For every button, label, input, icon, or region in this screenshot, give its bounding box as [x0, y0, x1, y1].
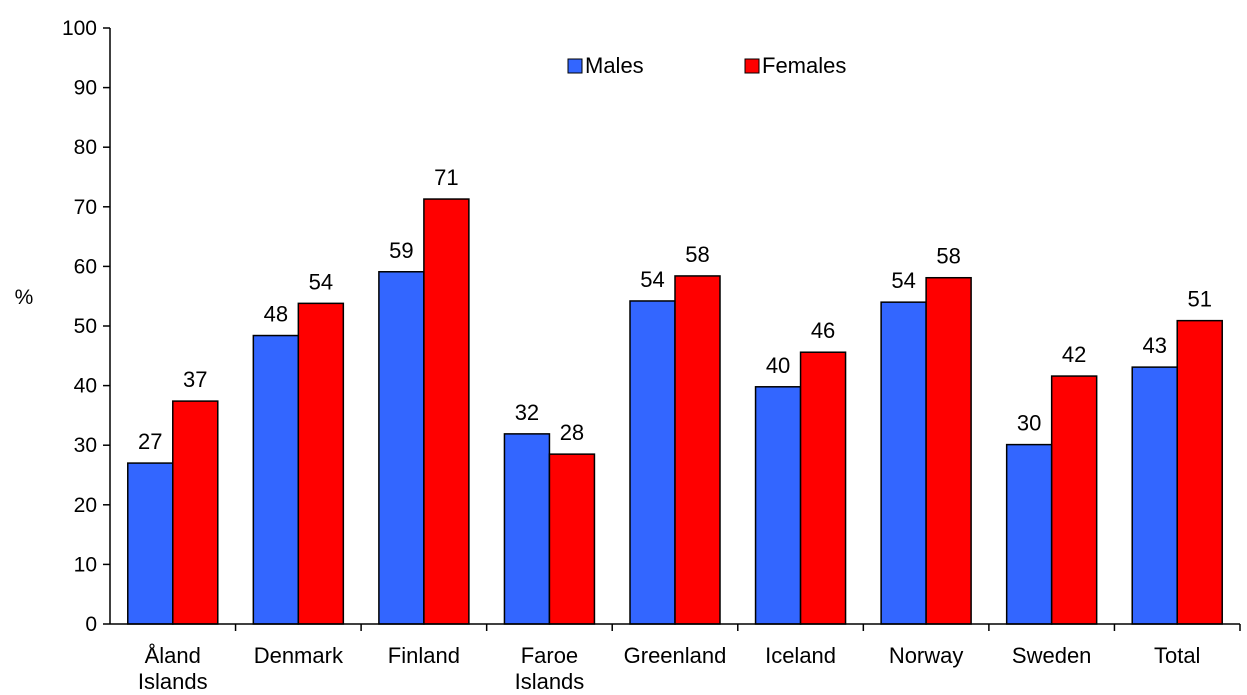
data-label-males: 54	[891, 268, 915, 293]
category-label: Åland Islands	[138, 643, 208, 694]
y-tick-label: 10	[74, 553, 97, 576]
data-label-females: 58	[936, 244, 960, 269]
bar-males	[1005, 443, 1053, 625]
data-label-females: 58	[685, 242, 709, 267]
legend-label-males: Males	[585, 53, 644, 78]
y-tick-label: 80	[74, 136, 97, 159]
category-label: Total	[1154, 643, 1200, 668]
category-label: Norway	[889, 643, 964, 668]
bar-females	[423, 198, 470, 625]
category-label: Sweden	[1012, 643, 1092, 668]
bar-males	[127, 462, 174, 625]
bar-females	[674, 275, 721, 625]
data-label-males: 32	[515, 400, 539, 425]
data-label-males: 43	[1142, 333, 1166, 358]
bar-males	[503, 433, 551, 625]
bar-females	[925, 276, 972, 625]
data-label-males: 40	[766, 353, 790, 378]
data-label-females: 54	[309, 269, 333, 294]
category-label: Faroe Islands	[515, 643, 585, 694]
y-axis-ticks: 0 10 20 30 40 50 60 70 80 90 100	[62, 17, 110, 636]
data-label-females: 51	[1187, 287, 1211, 312]
bar-females	[297, 302, 345, 625]
category-label: Finland	[388, 643, 460, 668]
data-label-females: 42	[1062, 342, 1086, 367]
data-label-females: 37	[183, 367, 207, 392]
data-label-females: 28	[560, 420, 584, 445]
category-label: Denmark	[254, 643, 344, 668]
data-label-males: 27	[138, 429, 162, 454]
legend-label-females: Females	[762, 53, 846, 78]
legend-swatch-females	[744, 58, 760, 74]
data-label-males: 30	[1017, 411, 1041, 436]
bar-males	[754, 386, 802, 625]
x-axis-category-labels: Åland Islands Denmark Finland Faroe Islands Gr…	[138, 643, 1201, 694]
bar-females	[1176, 319, 1223, 625]
y-tick-label: 30	[74, 434, 97, 457]
y-tick-label: 50	[74, 315, 97, 338]
data-label-males: 48	[264, 302, 288, 327]
category-label: Greenland	[624, 643, 727, 668]
y-tick-label: 40	[74, 375, 97, 398]
bar-males	[629, 300, 676, 625]
bar-males	[880, 301, 927, 625]
data-label-males: 59	[389, 238, 413, 263]
data-label-females: 46	[811, 318, 835, 343]
data-label-females: 71	[434, 165, 458, 190]
bar-females	[172, 400, 219, 625]
category-label: Iceland	[765, 643, 836, 668]
bar-females	[548, 453, 596, 625]
bar-females	[799, 351, 847, 625]
legend-swatch-males	[567, 58, 583, 74]
y-axis-label: %	[15, 286, 34, 309]
legend: Males Females	[567, 53, 846, 78]
y-tick-label: 90	[74, 77, 97, 100]
y-tick-label: 60	[74, 255, 97, 278]
y-tick-label: 70	[74, 196, 97, 219]
y-tick-label: 0	[85, 613, 97, 636]
bars	[127, 198, 1241, 631]
bar-males	[378, 271, 425, 625]
bar-males	[1131, 366, 1178, 625]
bar-females	[1050, 375, 1098, 625]
y-tick-label: 100	[62, 17, 97, 40]
data-label-males: 54	[640, 267, 664, 292]
y-tick-label: 20	[74, 494, 97, 517]
data-labels: 27 37 48 54 59 71 32 28 54 58 40 46 54 58 30 42 43 51	[138, 165, 1212, 454]
bar-males	[252, 334, 300, 625]
